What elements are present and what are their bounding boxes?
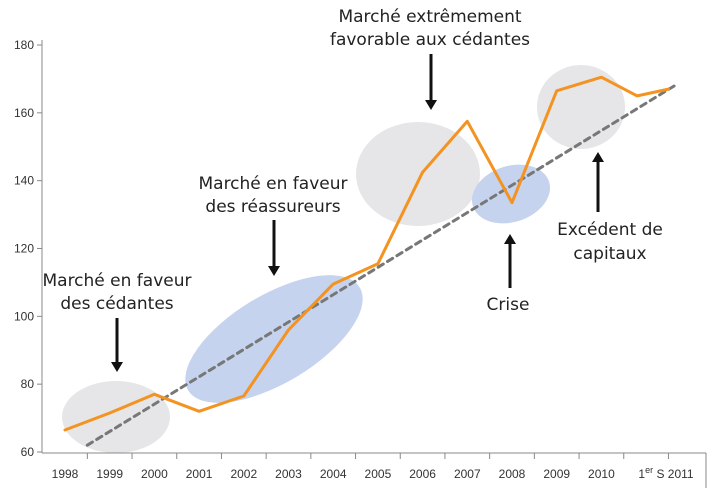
- x-tick-label: 2008: [499, 467, 526, 481]
- x-tick-label: 2002: [230, 467, 257, 481]
- x-tick-label: 2010: [588, 467, 615, 481]
- x-tick-label: 2009: [543, 467, 570, 481]
- annotation-crise-line: Crise: [487, 295, 530, 315]
- annotation-favorable-line: favorable aux cédantes: [330, 30, 530, 50]
- x-tick-label: 2006: [409, 467, 436, 481]
- y-tick-label: 100: [14, 309, 34, 323]
- highlight-ellipses: [62, 65, 625, 453]
- y-tick-label: 60: [21, 445, 35, 459]
- y-tick-label: 180: [14, 38, 34, 52]
- highlight-ellipse-favorable: [356, 122, 480, 226]
- annotation-favorable-line: Marché extrêmement: [338, 7, 521, 27]
- x-tick-label: 2003: [275, 467, 302, 481]
- data-series: [63, 75, 679, 447]
- y-tick-label: 160: [14, 106, 34, 120]
- x-tick-label: 1er S 2011: [638, 465, 694, 481]
- y-tick-label: 80: [21, 377, 35, 391]
- y-tick-label: 120: [14, 242, 34, 256]
- annotation-capitaux-arrow-head: [592, 152, 604, 162]
- x-tick-label: 1998: [52, 467, 79, 481]
- annotation-cedantes-line: Marché en faveur: [42, 271, 191, 291]
- annotation-cedantes-arrow-head: [111, 362, 123, 372]
- annotation-reassureurs-line: Marché en faveur: [198, 174, 347, 194]
- annotation-reassureurs-arrow-head: [268, 266, 280, 276]
- x-tick-label: 2007: [454, 467, 481, 481]
- annotations: Marché en faveur des cédantes Marché en fa…: [42, 7, 663, 372]
- x-tick-label: 2005: [365, 467, 392, 481]
- x-tick-label: 1999: [96, 467, 123, 481]
- highlight-ellipse-crise: [471, 164, 551, 224]
- annotation-capitaux-line: capitaux: [573, 244, 646, 264]
- x-tick-label: 2000: [141, 467, 168, 481]
- axes: 60 80 100 120 140 160 180 1998 1999 2000 2001 2002 2…: [14, 38, 707, 488]
- annotation-cedantes-line: des cédantes: [60, 294, 173, 314]
- highlight-ellipse-cedantes: [62, 381, 170, 453]
- y-tick-label: 140: [14, 174, 34, 188]
- x-tick-label: 2004: [320, 467, 347, 481]
- annotation-reassureurs-line: des réassureurs: [205, 197, 340, 217]
- annotation-capitaux-line: Excédent de: [557, 220, 663, 240]
- highlight-ellipse-reassureurs: [185, 275, 363, 403]
- trend-line: [85, 82, 679, 447]
- annotation-crise-arrow-head: [504, 234, 516, 244]
- x-tick-label: 2001: [186, 467, 213, 481]
- annotation-favorable-arrow-head: [425, 100, 437, 110]
